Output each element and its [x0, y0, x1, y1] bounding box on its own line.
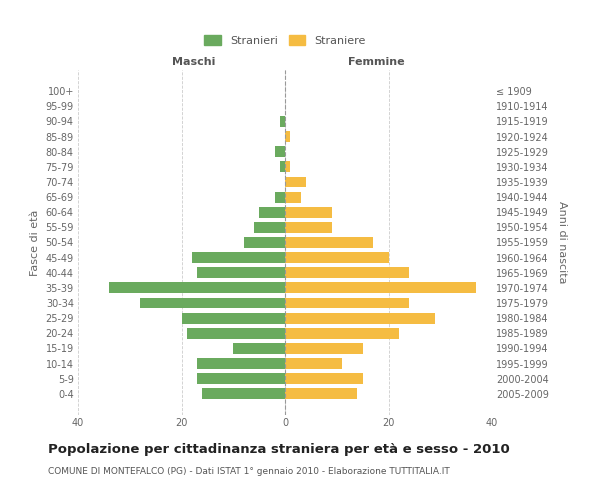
Bar	[285, 328, 399, 339]
Bar	[285, 131, 290, 142]
Text: Femmine: Femmine	[348, 56, 404, 66]
Bar	[233, 343, 285, 354]
Bar	[192, 252, 285, 263]
Bar	[280, 162, 285, 172]
Y-axis label: Fasce di età: Fasce di età	[30, 210, 40, 276]
Bar	[197, 358, 285, 369]
Bar	[285, 374, 362, 384]
Text: Popolazione per cittadinanza straniera per età e sesso - 2010: Popolazione per cittadinanza straniera p…	[48, 442, 510, 456]
Bar	[285, 268, 409, 278]
Bar	[285, 192, 301, 202]
Bar	[285, 358, 342, 369]
Text: COMUNE DI MONTEFALCO (PG) - Dati ISTAT 1° gennaio 2010 - Elaborazione TUTTITALIA: COMUNE DI MONTEFALCO (PG) - Dati ISTAT 1…	[48, 468, 450, 476]
Bar	[275, 146, 285, 157]
Text: Maschi: Maschi	[172, 56, 215, 66]
Bar	[285, 237, 373, 248]
Bar	[285, 343, 362, 354]
Bar	[140, 298, 285, 308]
Bar	[285, 312, 435, 324]
Bar	[197, 374, 285, 384]
Y-axis label: Anni di nascita: Anni di nascita	[557, 201, 568, 284]
Bar	[187, 328, 285, 339]
Bar	[285, 252, 389, 263]
Bar	[285, 298, 409, 308]
Bar	[285, 162, 290, 172]
Bar	[244, 237, 285, 248]
Bar	[275, 192, 285, 202]
Bar	[182, 312, 285, 324]
Bar	[109, 282, 285, 294]
Bar	[285, 207, 332, 218]
Bar	[285, 388, 358, 400]
Bar	[202, 388, 285, 400]
Bar	[259, 207, 285, 218]
Bar	[197, 268, 285, 278]
Bar	[285, 222, 332, 233]
Bar	[280, 116, 285, 127]
Bar	[285, 176, 306, 188]
Legend: Stranieri, Straniere: Stranieri, Straniere	[200, 30, 370, 50]
Bar	[285, 282, 476, 294]
Bar	[254, 222, 285, 233]
